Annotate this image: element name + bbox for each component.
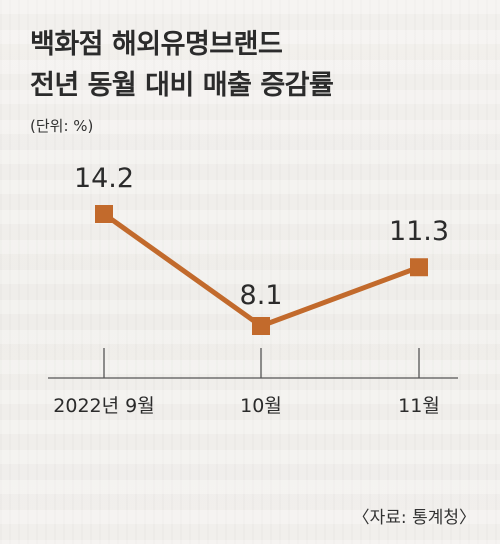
unit-label: (단위: %) [30,117,94,135]
x-tick-label-1: 10월 [240,395,282,417]
value-label-0: 14.2 [74,163,134,194]
title-line-1: 백화점 해외유명브랜드 [30,29,283,60]
data-point-2 [410,258,428,277]
title-line-2: 전년 동월 대비 매출 증감률 [30,70,334,101]
chart-title: 백화점 해외유명브랜드 전년 동월 대비 매출 증감률 [30,24,334,106]
data-point-0 [95,205,113,223]
value-label-2: 11.3 [389,216,449,247]
value-label-1: 8.1 [240,280,283,311]
x-tick-label-0: 2022년 9월 [53,395,154,417]
source-note: 〈자료: 통계청〉 [352,508,476,528]
data-point-1 [252,317,270,335]
x-tick-label-2: 11월 [398,395,440,417]
